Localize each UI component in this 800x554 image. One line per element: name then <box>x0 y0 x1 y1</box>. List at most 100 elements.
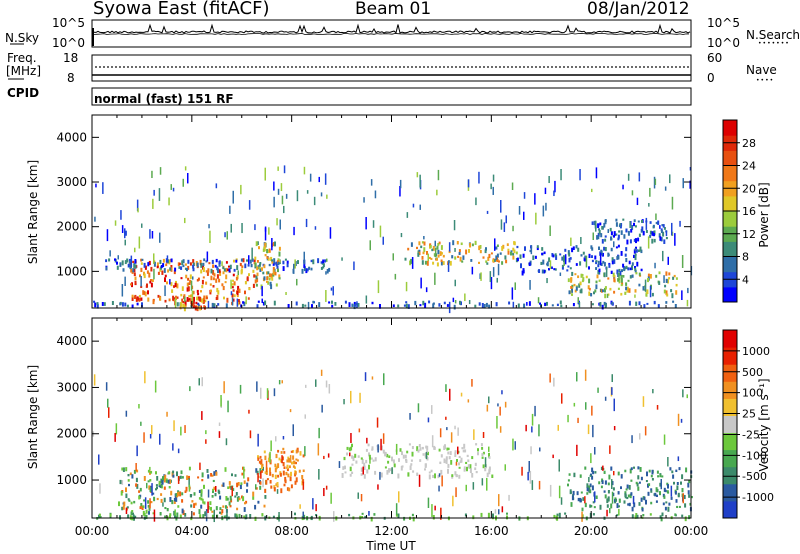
data-cell <box>664 186 667 191</box>
data-cell <box>266 280 268 283</box>
data-cell <box>595 220 597 232</box>
data-cell <box>126 506 129 509</box>
nave-point <box>175 66 177 68</box>
data-cell <box>534 405 536 417</box>
ytick-label: 4000 <box>56 130 87 144</box>
data-cell <box>575 263 578 266</box>
data-cell <box>567 483 569 487</box>
data-cell <box>569 267 572 270</box>
data-cell <box>211 495 214 498</box>
data-cell <box>625 488 628 491</box>
nsearch-legend: ••••••• <box>758 40 790 47</box>
nave-point <box>515 66 517 68</box>
data-cell <box>482 451 485 455</box>
data-cell <box>196 306 199 312</box>
data-cell <box>139 487 142 492</box>
data-cell <box>241 472 244 476</box>
data-cell <box>458 252 461 256</box>
data-cell <box>610 270 613 274</box>
data-cell <box>257 300 260 303</box>
data-cell <box>610 247 613 252</box>
data-cell <box>492 186 494 195</box>
data-cell <box>497 263 500 276</box>
data-cell <box>192 259 195 264</box>
data-cell <box>458 466 461 469</box>
data-cell <box>173 500 176 504</box>
data-cell <box>602 465 604 471</box>
data-cell <box>126 304 129 308</box>
data-cell <box>654 492 657 497</box>
nave-point <box>359 66 361 68</box>
data-cell <box>628 502 631 507</box>
data-cell <box>229 205 231 214</box>
data-cell <box>438 241 441 245</box>
data-cell <box>437 249 440 255</box>
data-cell <box>155 488 157 491</box>
data-cell <box>165 480 168 483</box>
data-cell <box>683 495 686 500</box>
data-cell <box>263 276 266 281</box>
data-cell <box>166 411 168 417</box>
nave-point <box>315 66 317 68</box>
data-cell <box>638 233 641 237</box>
data-cell <box>658 233 661 238</box>
freq-tick-bottom: 8 <box>67 71 75 85</box>
data-cell <box>586 492 589 495</box>
data-cell <box>317 443 320 456</box>
data-cell <box>659 491 661 496</box>
data-cell <box>261 267 263 271</box>
data-cell <box>163 486 166 490</box>
data-cell <box>611 301 614 306</box>
data-cell <box>594 289 597 293</box>
data-cell <box>607 277 610 280</box>
data-cell <box>379 304 381 309</box>
nave-point <box>295 66 297 68</box>
data-cell <box>226 268 229 271</box>
data-cell <box>469 468 472 474</box>
data-cell <box>517 303 520 308</box>
data-cell <box>199 259 202 265</box>
data-cell <box>211 510 214 513</box>
data-cell <box>196 296 199 301</box>
data-cell <box>317 258 320 264</box>
data-cell <box>147 504 150 508</box>
data-cell <box>302 469 305 473</box>
data-cell <box>264 167 266 181</box>
data-cell <box>288 458 290 463</box>
data-cell <box>603 246 606 251</box>
data-cell <box>612 272 615 277</box>
data-cell <box>353 304 356 310</box>
data-cell <box>114 433 116 442</box>
data-cell <box>651 238 654 244</box>
data-cell <box>505 215 507 224</box>
data-cell <box>131 294 134 298</box>
nave-point <box>563 66 565 68</box>
data-cell <box>407 247 410 251</box>
data-cell <box>352 456 355 462</box>
data-cell <box>261 513 264 517</box>
data-cell <box>237 270 239 276</box>
data-cell <box>146 482 148 489</box>
data-cell <box>426 260 429 266</box>
data-cell <box>392 253 394 261</box>
data-cell <box>421 256 424 260</box>
data-cell <box>661 224 664 227</box>
data-cell <box>524 246 526 251</box>
data-cell <box>611 260 614 265</box>
data-cell <box>143 476 146 481</box>
data-cell <box>197 302 200 306</box>
data-cell <box>357 303 360 307</box>
data-cell <box>198 497 201 500</box>
data-cell <box>225 303 228 309</box>
data-cell <box>186 282 189 287</box>
data-cell <box>354 453 357 458</box>
data-cell <box>256 266 259 271</box>
data-cell <box>213 486 216 490</box>
data-cell <box>549 225 551 236</box>
data-cell <box>572 303 575 307</box>
data-cell <box>281 455 283 464</box>
data-cell <box>606 498 609 504</box>
data-cell <box>629 221 631 229</box>
data-cell <box>348 447 351 452</box>
data-cell <box>452 240 455 246</box>
